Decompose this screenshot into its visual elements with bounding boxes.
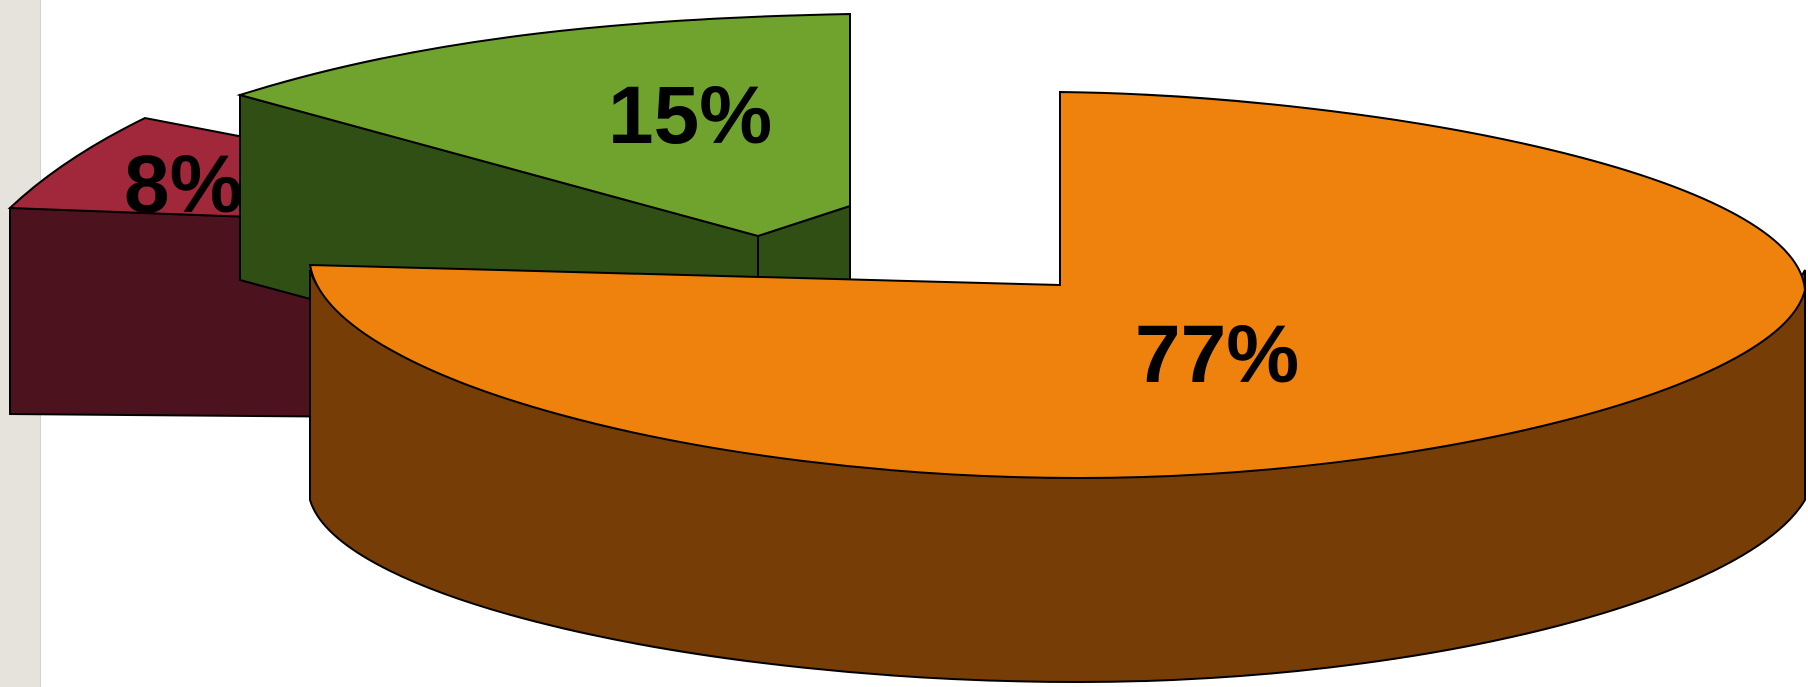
pie-slice-8-label: 8% [124,139,243,230]
pie-slice-15-top [236,12,851,238]
pie-slice-77-top [308,90,1807,480]
pie-slice-77: 77% [308,90,1807,684]
pie-slice-15-label: 15% [608,70,772,161]
pie-slice-77-label: 77% [1135,309,1299,400]
